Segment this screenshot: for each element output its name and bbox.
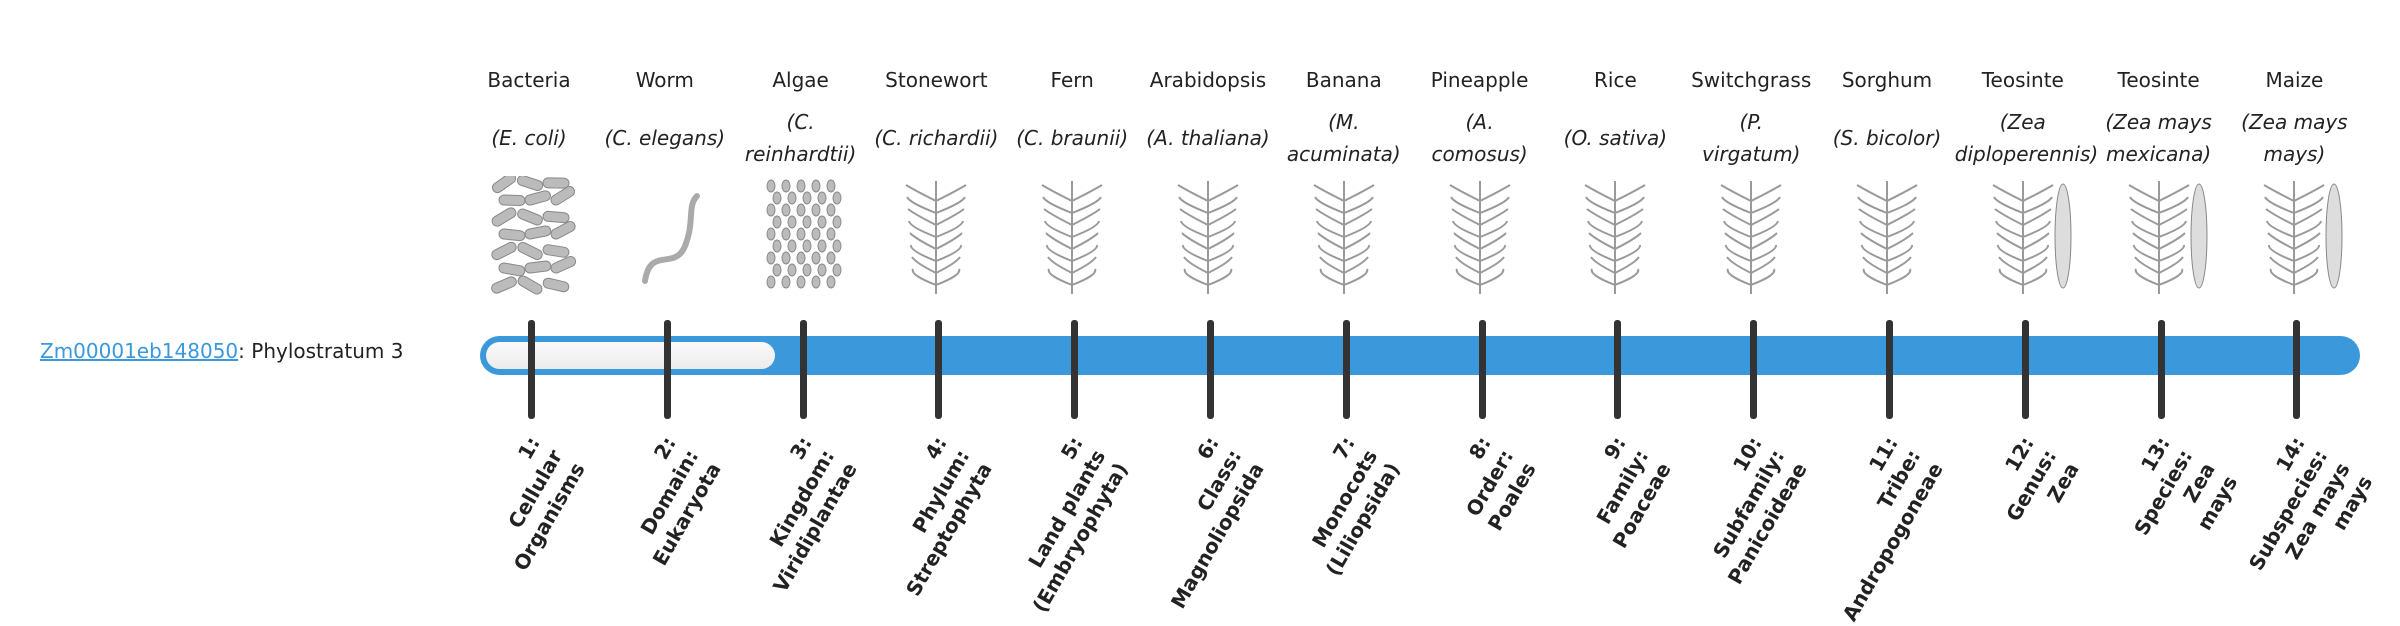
organism-name: Pineapple: [1430, 68, 1529, 92]
worm-illustration-icon: [605, 176, 725, 296]
algae-illustration-icon: [741, 176, 861, 296]
stratum-label: 10: Subfamily: Panicoideae: [1677, 432, 1813, 589]
stratum-label: 14: Subspecies: Zea mays mays: [2221, 432, 2379, 601]
organism-name: Teosinte: [1981, 68, 2064, 92]
stratum-tick[interactable]: [2157, 320, 2165, 419]
teosinte-mexicana-illustration-icon: [2099, 176, 2219, 296]
stratum-tick[interactable]: [1614, 320, 1622, 419]
stratum-tick[interactable]: [1478, 320, 1486, 419]
gene-id-link[interactable]: Zm00001eb148050: [40, 339, 239, 363]
organism-species: (S. bicolor): [1819, 122, 1955, 154]
stratum-label: 7: Monocots (Liliopsida): [1275, 432, 1406, 580]
stratum-label: 11: Tribe: Andropogoneae: [1792, 432, 1949, 626]
sorghum-illustration-icon: [1827, 176, 1947, 296]
arabidopsis-illustration-icon: [1148, 176, 1268, 296]
pineapple-illustration-icon: [1420, 176, 1540, 296]
organism-species: (C. reinhardtii): [733, 106, 869, 170]
organism-name: Arabidopsis: [1149, 68, 1267, 92]
species-line: reinhardtii): [744, 142, 857, 166]
organism-name: Algae: [772, 68, 829, 92]
organism-species: (A. thaliana): [1140, 122, 1276, 154]
species-line: (C. elegans): [604, 126, 726, 150]
species-line: (E. coli): [491, 126, 567, 150]
organism-species: (M. acuminata): [1276, 106, 1412, 170]
stratum-tick[interactable]: [1342, 320, 1350, 419]
species-line: (S. bicolor): [1832, 126, 1942, 150]
stratum-label: 9: Family: Poaceae: [1562, 432, 1677, 553]
organism-species: (P. virgatum): [1683, 106, 1819, 170]
stratum-tick[interactable]: [1886, 320, 1893, 419]
species-line: comosus): [1431, 142, 1528, 166]
phylostratum-bar: [480, 336, 2360, 375]
organism-name: Fern: [1050, 68, 1094, 92]
stratum-label: 1: Cellular Organisms: [463, 432, 591, 575]
species-line: acuminata): [1286, 142, 1401, 166]
bacteria-illustration-icon: [469, 172, 589, 296]
species-line: (C.: [786, 110, 815, 134]
gene-phylostratum-label: Zm00001eb148050: Phylostratum 3: [40, 339, 403, 363]
organism-name: Maize: [2265, 68, 2324, 92]
species-line: (Zea: [1999, 110, 2046, 134]
organism-name: Bacteria: [487, 68, 571, 92]
species-line: (C. braunii): [1016, 126, 1129, 150]
organism-name: Rice: [1594, 68, 1637, 92]
organism-species: (C. richardii): [868, 122, 1004, 154]
organism-name: Switchgrass: [1691, 68, 1812, 92]
stratum-tick[interactable]: [2021, 320, 2029, 419]
species-line: diploperennis): [1954, 142, 2099, 166]
switchgrass-illustration-icon: [1691, 176, 1811, 296]
species-line: (A. thaliana): [1146, 126, 1270, 150]
organism-name: Banana: [1305, 68, 1382, 92]
species-line: (C. richardii): [874, 126, 999, 150]
banana-illustration-icon: [1284, 176, 1404, 296]
stratum-label: 5: Land plants (Embryophyta): [982, 432, 1134, 617]
species-line: (M.: [1328, 110, 1360, 134]
organism-species: (Zea mays mexicana): [2091, 106, 2227, 170]
stratum-tick[interactable]: [1750, 320, 1758, 419]
organism-species: (C. braunii): [1004, 122, 1140, 154]
teosinte-illustration-icon: [1963, 176, 2083, 296]
stratum-label: 4: Phylum: Streptophyta: [856, 432, 998, 601]
organism-species: (Zea mays mays): [2226, 106, 2362, 170]
organism-species: (A. comosus): [1412, 106, 1548, 170]
maize-illustration-icon: [2234, 176, 2354, 296]
organism-species: (C. elegans): [597, 122, 733, 154]
stratum-label: 12: Genus: Zea: [1978, 432, 2085, 539]
rice-illustration-icon: [1555, 176, 1675, 296]
species-line: (P.: [1739, 110, 1763, 134]
organism-name: Teosinte: [2117, 68, 2200, 92]
organism-species: (E. coli): [461, 122, 597, 154]
stratum-label: 2: Domain: Eukaryota: [602, 432, 727, 570]
fern-illustration-icon: [1012, 176, 1132, 296]
species-line: (O. sativa): [1563, 126, 1668, 150]
phylostratum-text: : Phylostratum 3: [238, 339, 404, 363]
species-line: (Zea mays: [2241, 110, 2348, 134]
stratum-tick[interactable]: [528, 320, 535, 419]
stratum-label: 6: Class: Magnoliopsida: [1120, 432, 1270, 613]
organism-name: Stonewort: [885, 68, 988, 92]
species-line: (Zea mays: [2105, 110, 2212, 134]
stratum-tick[interactable]: [1207, 320, 1214, 419]
species-line: mexicana): [2106, 142, 2212, 166]
species-line: mays): [2263, 142, 2326, 166]
organism-name: Worm: [635, 68, 694, 92]
stratum-tick[interactable]: [1071, 320, 1079, 419]
stratum-tick[interactable]: [799, 320, 807, 419]
species-line: (A.: [1465, 110, 1494, 134]
stratum-tick[interactable]: [935, 320, 943, 419]
stratum-label: 8: Order: Poales: [1436, 432, 1541, 535]
organism-species: (Zea diploperennis): [1954, 106, 2099, 170]
organism-species: (O. sativa): [1547, 122, 1683, 154]
species-line: virgatum): [1702, 142, 1801, 166]
stratum-label: 3: Kingdom: Viridiplantae: [722, 432, 862, 597]
stratum-tick[interactable]: [2293, 320, 2301, 419]
organism-name: Sorghum: [1841, 68, 1933, 92]
stratum-tick[interactable]: [663, 320, 671, 419]
stonewort-illustration-icon: [876, 176, 996, 296]
